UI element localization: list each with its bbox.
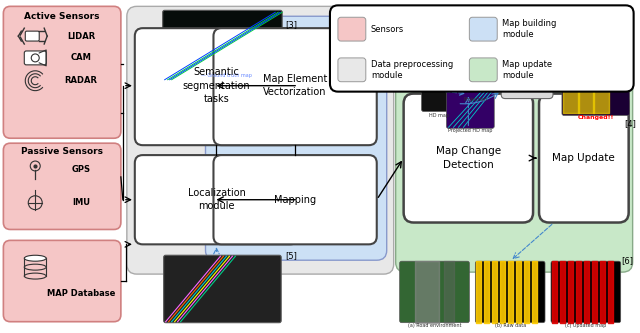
Text: (a) Road environment: (a) Road environment bbox=[408, 323, 461, 328]
FancyBboxPatch shape bbox=[469, 58, 497, 82]
Text: Mapping: Mapping bbox=[274, 195, 316, 205]
Text: RADAR: RADAR bbox=[65, 76, 97, 85]
Text: — Fused map: — Fused map bbox=[200, 68, 234, 73]
FancyBboxPatch shape bbox=[214, 155, 377, 244]
FancyBboxPatch shape bbox=[447, 79, 494, 128]
Ellipse shape bbox=[24, 255, 46, 261]
Text: Map building
module: Map building module bbox=[502, 19, 557, 39]
FancyBboxPatch shape bbox=[404, 94, 533, 222]
Text: [5]: [5] bbox=[285, 251, 297, 260]
FancyBboxPatch shape bbox=[3, 143, 121, 229]
FancyBboxPatch shape bbox=[26, 31, 39, 41]
FancyBboxPatch shape bbox=[551, 261, 621, 323]
Text: [6]: [6] bbox=[621, 256, 634, 265]
Text: [3]: [3] bbox=[285, 20, 297, 29]
Text: CAM: CAM bbox=[70, 53, 92, 62]
Text: HD map: HD map bbox=[429, 113, 449, 118]
Text: [4]: [4] bbox=[625, 119, 637, 128]
Text: Data preprocessing
module: Data preprocessing module bbox=[371, 60, 453, 80]
Text: Appear!: Appear! bbox=[482, 24, 510, 29]
Text: Projection: Projection bbox=[463, 97, 488, 102]
FancyBboxPatch shape bbox=[562, 46, 630, 116]
Text: Passive Sensors: Passive Sensors bbox=[21, 147, 103, 156]
FancyBboxPatch shape bbox=[338, 17, 366, 41]
Text: Map update
module: Map update module bbox=[502, 60, 552, 80]
Text: Localization
module: Localization module bbox=[188, 188, 245, 211]
FancyBboxPatch shape bbox=[3, 240, 121, 322]
FancyBboxPatch shape bbox=[127, 6, 394, 274]
Text: Sensors: Sensors bbox=[371, 25, 404, 34]
FancyBboxPatch shape bbox=[539, 94, 628, 222]
Text: Map Element
Vectorization: Map Element Vectorization bbox=[263, 74, 327, 97]
FancyBboxPatch shape bbox=[330, 5, 634, 92]
Text: Map Change
Detection: Map Change Detection bbox=[436, 147, 501, 170]
Text: Projected HD map: Projected HD map bbox=[448, 128, 493, 133]
Text: LIDAR: LIDAR bbox=[67, 32, 95, 41]
FancyBboxPatch shape bbox=[399, 261, 469, 323]
FancyBboxPatch shape bbox=[205, 16, 387, 260]
FancyBboxPatch shape bbox=[396, 46, 632, 272]
Text: — Ground truth map: — Ground truth map bbox=[200, 73, 252, 78]
Text: (c) Updated map: (c) Updated map bbox=[565, 323, 607, 328]
FancyBboxPatch shape bbox=[476, 261, 545, 323]
FancyBboxPatch shape bbox=[135, 155, 298, 244]
FancyBboxPatch shape bbox=[163, 10, 282, 82]
Text: Changed!!: Changed!! bbox=[578, 115, 614, 120]
FancyBboxPatch shape bbox=[501, 67, 553, 99]
Text: GPS: GPS bbox=[72, 166, 90, 174]
Text: IMU: IMU bbox=[72, 198, 90, 207]
FancyBboxPatch shape bbox=[135, 28, 298, 145]
FancyBboxPatch shape bbox=[24, 51, 46, 65]
FancyBboxPatch shape bbox=[469, 17, 497, 41]
Text: Proposed
System: Proposed System bbox=[513, 77, 541, 88]
FancyBboxPatch shape bbox=[164, 255, 281, 323]
Text: MAP Database: MAP Database bbox=[47, 289, 115, 298]
Text: Map Update: Map Update bbox=[552, 153, 615, 163]
Text: Captured image: Captured image bbox=[437, 70, 480, 75]
Text: (b) Raw data: (b) Raw data bbox=[495, 323, 526, 328]
FancyBboxPatch shape bbox=[422, 79, 456, 112]
FancyBboxPatch shape bbox=[214, 28, 377, 145]
FancyBboxPatch shape bbox=[3, 6, 121, 138]
FancyBboxPatch shape bbox=[422, 26, 496, 71]
Text: Semantic
segmentation
tasks: Semantic segmentation tasks bbox=[182, 68, 250, 104]
FancyBboxPatch shape bbox=[338, 58, 366, 82]
Text: Active Sensors: Active Sensors bbox=[24, 12, 100, 21]
